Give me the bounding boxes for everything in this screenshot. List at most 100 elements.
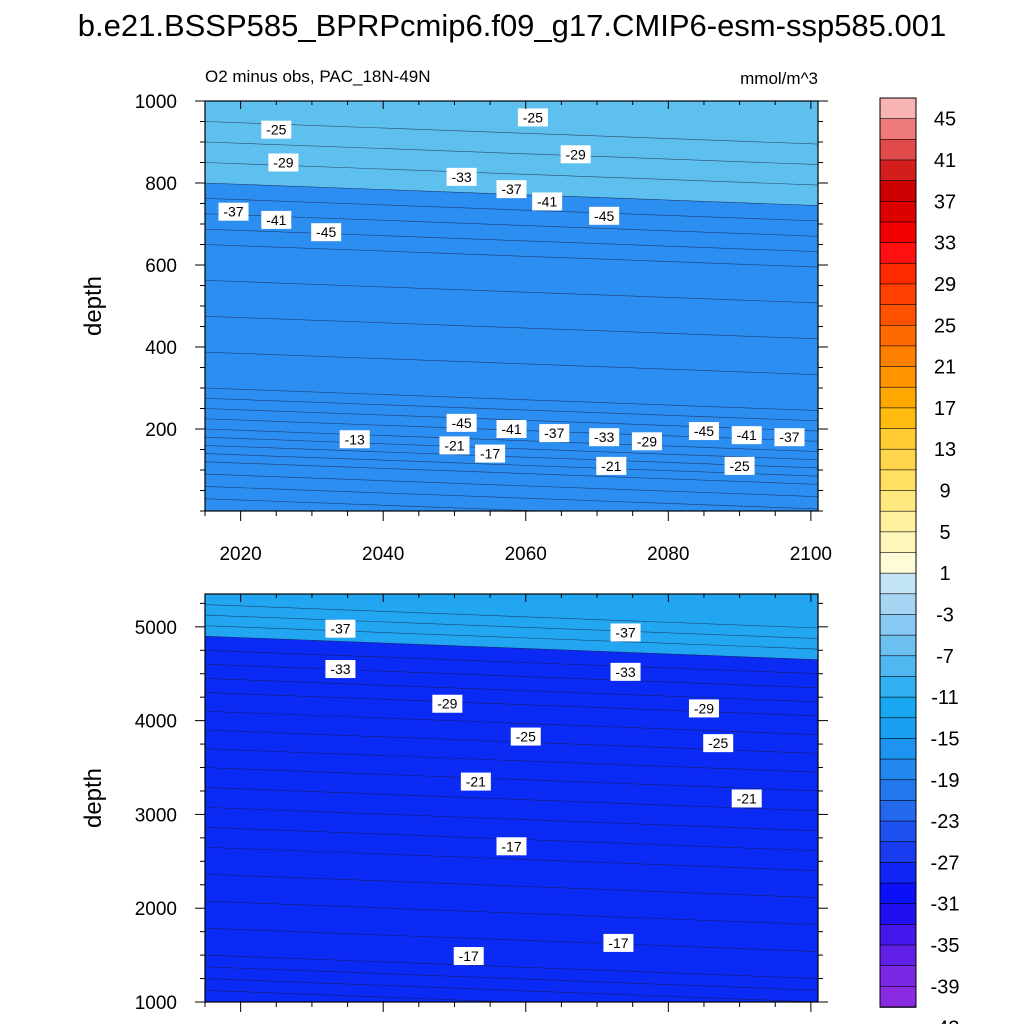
colorbar-tick-label: -43 — [931, 1018, 960, 1024]
lower-contour-label: -29 — [688, 699, 719, 718]
colorbar-swatch — [879, 862, 917, 884]
colorbar-tick-label: 9 — [939, 481, 950, 503]
upper-contour-line — [205, 228, 818, 252]
lower-plot-frame — [204, 593, 819, 1003]
colorbar-swatch — [879, 469, 917, 492]
svg-text:-29: -29 — [566, 146, 586, 162]
chart-title: b.e21.BSSP585_BPRPcmip6.f09_g17.CMIP6-es… — [78, 8, 947, 43]
svg-text:-21: -21 — [466, 774, 486, 790]
upper-contour-label: -29 — [268, 153, 299, 172]
lower-y-tick-label: 2000 — [135, 899, 177, 920]
svg-text:-29: -29 — [273, 155, 293, 171]
upper-contour-label: -33 — [589, 428, 620, 447]
lower-contour-line — [205, 625, 818, 650]
upper-contour-line — [205, 445, 818, 469]
lower-contour-line — [205, 978, 818, 1002]
upper-contour-fill — [205, 183, 818, 511]
lower-contour-line — [205, 873, 818, 898]
svg-text:-45: -45 — [316, 224, 336, 240]
svg-text:-37: -37 — [544, 425, 564, 441]
upper-contour-line — [205, 244, 818, 268]
colorbar-swatch — [879, 200, 917, 223]
colorbar-tick-label: -27 — [931, 852, 960, 874]
svg-text:-21: -21 — [601, 458, 621, 474]
svg-text:-41: -41 — [266, 212, 286, 228]
lower-contour-label: -17 — [496, 837, 527, 856]
colorbar-swatch — [879, 407, 917, 430]
colorbar-swatch — [879, 944, 917, 967]
colorbar-swatch — [879, 324, 917, 347]
upper-contour-line — [205, 198, 818, 222]
colorbar-tick-label: -39 — [931, 976, 960, 998]
upper-contour-label: -13 — [339, 430, 370, 449]
colorbar-tick-label: 45 — [934, 109, 956, 131]
colorbar-swatch — [879, 655, 917, 678]
svg-text:-25: -25 — [266, 122, 286, 138]
svg-text:-37: -37 — [223, 204, 243, 220]
upper-contour-line — [205, 121, 818, 145]
colorbar-swatch — [879, 262, 917, 285]
colorbar-swatch — [879, 738, 917, 760]
upper-contour-line — [205, 461, 818, 485]
upper-contour-label: -21 — [439, 436, 470, 455]
lower-contour-label: -33 — [325, 660, 356, 679]
lower-contour-line — [205, 787, 818, 812]
colorbar-tick-label: 21 — [934, 357, 956, 379]
lower-contour-line — [205, 900, 818, 925]
lower-contour-line — [205, 664, 818, 689]
svg-text:-17: -17 — [608, 935, 628, 951]
lower-contour-label: -29 — [432, 694, 463, 713]
lower-y-tick-label: 5000 — [135, 618, 177, 639]
svg-text:-25: -25 — [523, 109, 543, 125]
lower-contour-line — [205, 807, 818, 832]
svg-text:-33: -33 — [615, 664, 635, 680]
colorbar-tick-label: 1 — [939, 563, 950, 585]
colorbar-swatch — [879, 345, 917, 368]
colorbar-swatch — [879, 242, 917, 265]
colorbar-swatch — [879, 965, 917, 988]
colorbar-swatch — [879, 304, 917, 327]
colorbar-tick-label: -31 — [931, 894, 960, 916]
upper-contour-label: -25 — [261, 120, 292, 139]
colorbar-swatch — [879, 676, 917, 698]
colorbar-swatch — [879, 97, 917, 120]
upper-y-tick-label: 1000 — [135, 92, 177, 113]
colorbar-swatch — [879, 531, 917, 554]
svg-text:-41: -41 — [501, 421, 521, 437]
upper-contour-line — [205, 351, 818, 375]
upper-x-tick-label: 2080 — [647, 544, 689, 565]
upper-contour-label: -45 — [589, 206, 620, 225]
upper-contour-line — [205, 436, 818, 461]
lower-y-tick-label: 1000 — [135, 993, 177, 1014]
upper-contour-label: -37 — [774, 428, 805, 447]
colorbar-swatch — [879, 428, 917, 451]
colorbar-swatch — [879, 510, 917, 533]
colorbar-tick-label: -35 — [931, 935, 960, 957]
upper-contour-label: -29 — [631, 432, 662, 451]
colorbar-tick-label: -23 — [931, 811, 960, 833]
colorbar-tick-label: 33 — [934, 233, 956, 255]
upper-y-tick-label: 800 — [145, 174, 177, 195]
upper-contour-line — [205, 453, 818, 477]
lower-contour-line — [205, 604, 818, 629]
upper-contour-line — [205, 162, 818, 186]
upper-contour-label: -25 — [724, 456, 755, 475]
colorbar-tick-label: -7 — [936, 646, 954, 668]
lower-contour-line — [205, 846, 818, 871]
subtitle-left: O2 minus obs, PAC_18N-49N — [205, 67, 431, 86]
upper-contour-label: -41 — [731, 426, 762, 445]
lower-contour-line — [205, 927, 818, 952]
svg-text:-33: -33 — [594, 429, 614, 445]
colorbar-tick-label: 25 — [934, 315, 956, 337]
svg-text:-29: -29 — [637, 433, 657, 449]
lower-contour-label: -37 — [610, 623, 641, 642]
upper-contour-line — [205, 280, 818, 304]
colorbar-swatch — [879, 139, 917, 161]
lower-contour-label: -37 — [325, 619, 356, 638]
upper-x-tick-label: 2100 — [790, 544, 832, 565]
lower-contour-label: -21 — [460, 772, 491, 791]
svg-text:-37: -37 — [501, 181, 521, 197]
lower-contour-label: -21 — [731, 789, 762, 808]
colorbar-tick-label: -3 — [936, 604, 954, 626]
